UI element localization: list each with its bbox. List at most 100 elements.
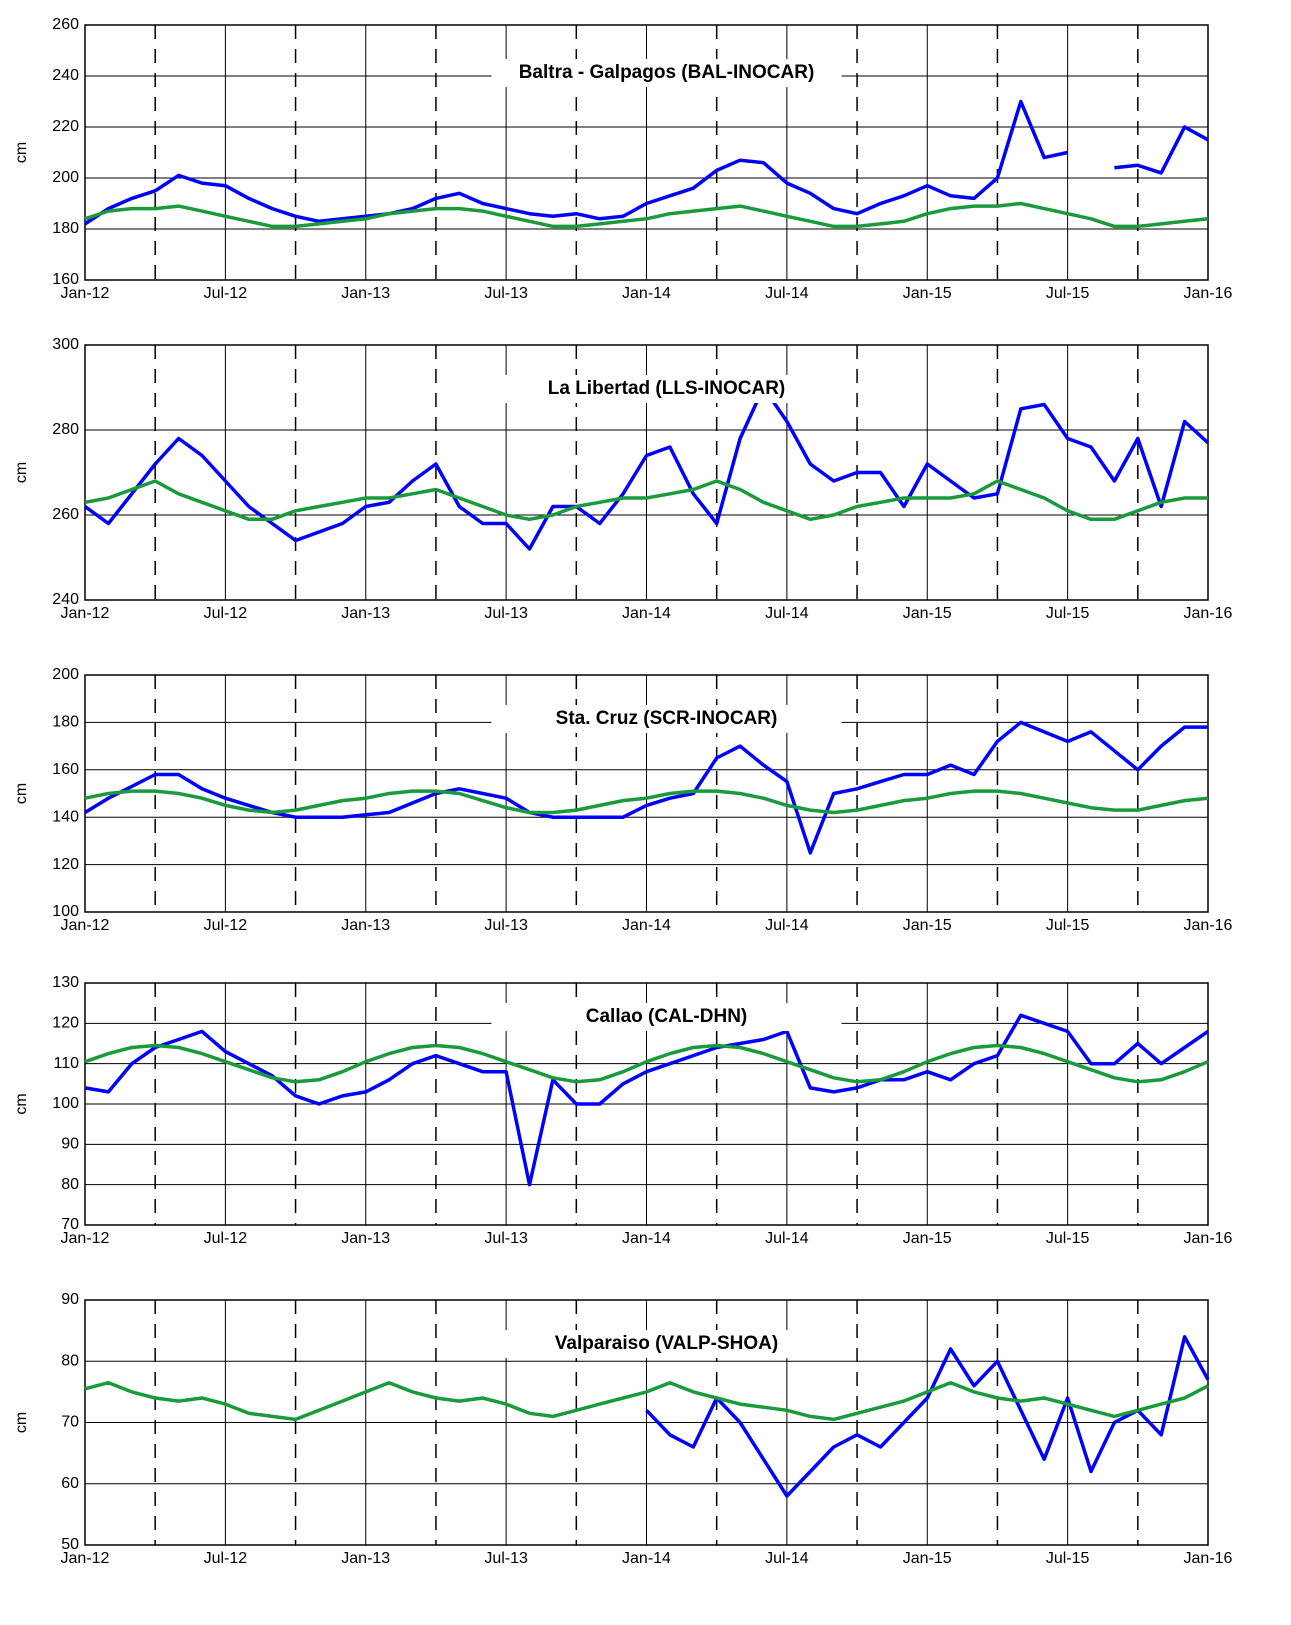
y-tick-label: 130 — [52, 974, 79, 991]
x-tick-label: Jan-14 — [622, 917, 671, 934]
data-line — [84, 1013, 1209, 1187]
x-tick-label: Jan-15 — [903, 1230, 952, 1247]
y-tick-label: 50 — [61, 1536, 79, 1553]
x-tick-label: Jul-12 — [204, 917, 248, 934]
x-tick-label: Jan-13 — [341, 605, 390, 622]
data-line — [645, 1335, 1210, 1498]
y-tick-label: 260 — [52, 16, 79, 33]
x-tick-label: Jul-14 — [765, 1550, 809, 1567]
y-tick-label: 70 — [61, 1216, 79, 1233]
y-axis-label: cm — [13, 462, 30, 483]
x-tick-label: Jan-16 — [1184, 917, 1233, 934]
x-tick-label: Jan-12 — [61, 285, 110, 302]
chart-title: La Libertad (LLS-INOCAR) — [548, 378, 786, 399]
chart-title: Valparaiso (VALP-SHOA) — [555, 1333, 778, 1354]
y-axis-label: cm — [13, 1093, 30, 1114]
y-tick-label: 180 — [52, 220, 79, 237]
y-tick-label: 70 — [61, 1414, 79, 1431]
y-tick-label: 60 — [61, 1475, 79, 1492]
y-tick-label: 100 — [52, 903, 79, 920]
x-tick-label: Jan-12 — [61, 605, 110, 622]
y-axis-label: cm — [13, 783, 30, 804]
chart-title: Baltra - Galpagos (BAL-INOCAR) — [519, 62, 815, 83]
data-line — [84, 201, 1209, 229]
x-tick-label: Jan-16 — [1184, 285, 1233, 302]
title-background — [491, 375, 842, 403]
chart-title: Sta. Cruz (SCR-INOCAR) — [556, 708, 778, 729]
x-tick-label: Jul-13 — [484, 1550, 528, 1567]
title-background — [491, 59, 842, 87]
x-tick-label: Jan-14 — [622, 605, 671, 622]
x-tick-label: Jul-12 — [204, 1550, 248, 1567]
y-tick-label: 240 — [52, 67, 79, 84]
x-tick-label: Jan-14 — [622, 285, 671, 302]
x-tick-label: Jul-13 — [484, 1230, 528, 1247]
x-tick-label: Jan-15 — [903, 605, 952, 622]
x-tick-label: Jul-15 — [1046, 1230, 1090, 1247]
plot-frame — [84, 24, 1209, 281]
plot-frame — [84, 674, 1209, 913]
data-line — [84, 1380, 1209, 1422]
y-tick-label: 200 — [52, 169, 79, 186]
title-background — [491, 1003, 842, 1031]
x-tick-label: Jan-13 — [341, 917, 390, 934]
title-background — [491, 705, 842, 733]
x-tick-label: Jan-15 — [903, 285, 952, 302]
x-tick-label: Jan-12 — [61, 1550, 110, 1567]
data-line — [84, 99, 1209, 226]
x-tick-label: Jan-14 — [622, 1550, 671, 1567]
y-tick-label: 120 — [52, 856, 79, 873]
title-background — [491, 1330, 842, 1358]
x-tick-label: Jan-14 — [622, 1230, 671, 1247]
y-tick-label: 80 — [61, 1176, 79, 1193]
y-axis-label: cm — [13, 1412, 30, 1433]
plot-frame — [84, 1299, 1209, 1546]
x-tick-label: Jan-15 — [903, 1550, 952, 1567]
x-tick-label: Jul-13 — [484, 605, 528, 622]
x-tick-label: Jul-14 — [765, 917, 809, 934]
x-tick-label: Jan-12 — [61, 1230, 110, 1247]
x-tick-label: Jan-13 — [341, 285, 390, 302]
x-tick-label: Jan-15 — [903, 917, 952, 934]
y-tick-label: 140 — [52, 808, 79, 825]
y-tick-label: 300 — [52, 336, 79, 353]
y-tick-label: 100 — [52, 1095, 79, 1112]
x-tick-label: Jul-12 — [204, 1230, 248, 1247]
y-tick-label: 160 — [52, 761, 79, 778]
data-line — [83, 385, 1210, 551]
y-tick-label: 160 — [52, 271, 79, 288]
y-tick-label: 90 — [61, 1136, 79, 1153]
x-tick-label: Jan-13 — [341, 1550, 390, 1567]
y-tick-label: 120 — [52, 1015, 79, 1032]
x-tick-label: Jan-12 — [61, 917, 110, 934]
plot-frame — [84, 982, 1209, 1226]
y-tick-label: 90 — [61, 1291, 79, 1308]
x-tick-label: Jul-13 — [484, 917, 528, 934]
y-tick-label: 110 — [53, 1055, 79, 1072]
data-line — [84, 1043, 1209, 1084]
x-tick-label: Jan-16 — [1184, 1230, 1233, 1247]
y-axis-label: cm — [13, 142, 30, 163]
y-tick-label: 260 — [52, 506, 79, 523]
x-tick-label: Jul-13 — [484, 285, 528, 302]
y-tick-label: 80 — [61, 1352, 79, 1369]
x-tick-label: Jul-14 — [765, 605, 809, 622]
data-line — [84, 789, 1209, 815]
x-tick-label: Jul-12 — [204, 605, 248, 622]
chart-title: Callao (CAL-DHN) — [586, 1006, 748, 1027]
x-tick-label: Jul-15 — [1046, 1550, 1090, 1567]
x-tick-label: Jul-15 — [1046, 605, 1090, 622]
x-tick-label: Jul-12 — [204, 285, 248, 302]
y-tick-label: 280 — [52, 421, 79, 438]
x-tick-label: Jul-14 — [765, 285, 809, 302]
x-tick-label: Jan-16 — [1184, 1550, 1233, 1567]
x-tick-label: Jan-16 — [1184, 605, 1233, 622]
x-tick-label: Jul-15 — [1046, 917, 1090, 934]
y-tick-label: 220 — [52, 118, 79, 135]
y-tick-label: 240 — [52, 591, 79, 608]
y-tick-label: 180 — [52, 714, 79, 731]
y-tick-label: 200 — [52, 666, 79, 683]
x-tick-label: Jul-14 — [765, 1230, 809, 1247]
